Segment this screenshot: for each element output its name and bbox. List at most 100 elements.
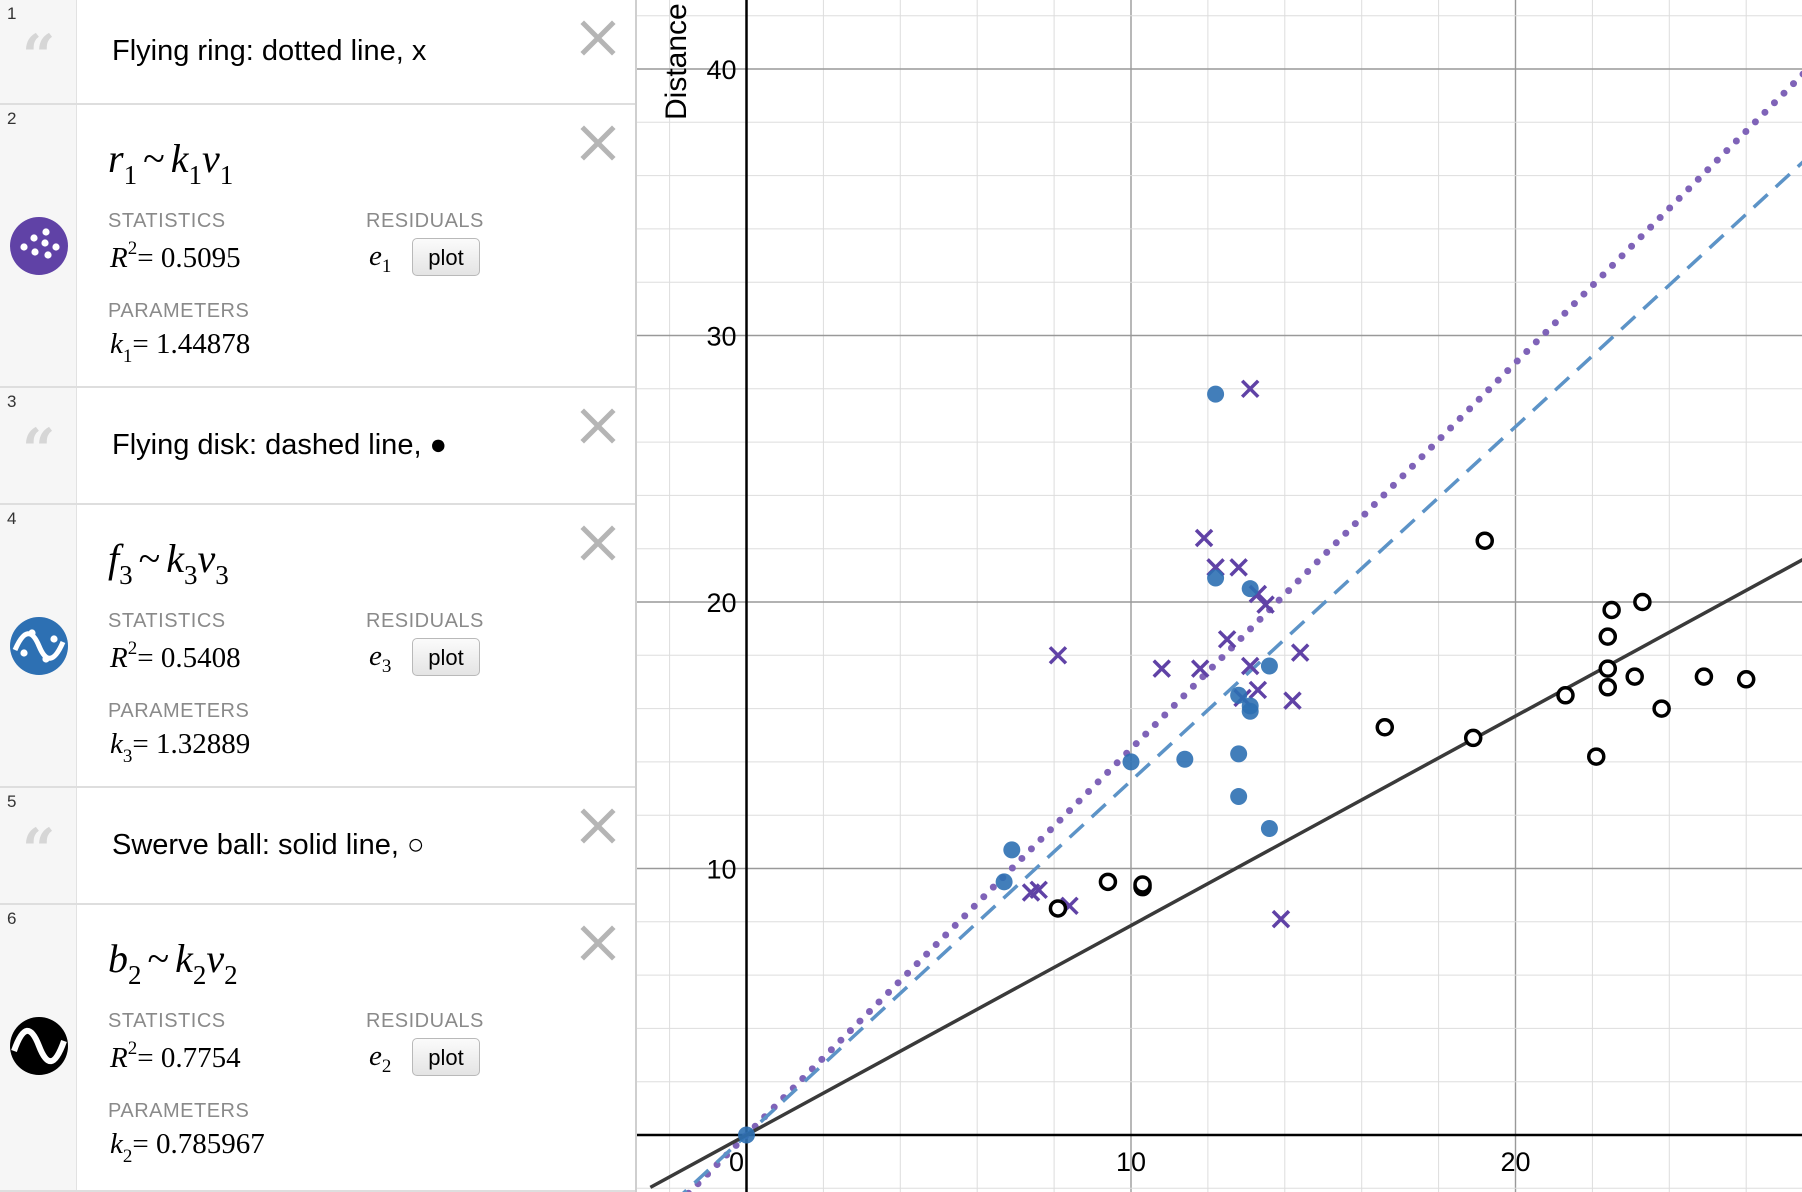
y-tick-label: 20 [706,588,736,618]
residuals-label: RESIDUALS [366,610,484,632]
plot-residuals-button[interactable]: plot [412,638,480,676]
data-point-x [1290,643,1310,662]
formula-v: v [206,936,225,981]
formula-v-sub: 3 [215,560,229,590]
y-axis-label: Distance [660,3,693,120]
data-point-open [1652,699,1671,718]
expression-row[interactable]: 2 r1 ~ k1v1 STATISTICS R2= 0.5095 RESIDUALS e1… [0,105,635,388]
data-point-open [1098,872,1118,892]
delete-icon[interactable] [576,804,620,848]
formula-k-sub: 1 [188,160,202,190]
data-point-open [1625,667,1644,686]
data-point-filled [1003,841,1021,859]
residual-variable: e1 [369,240,392,277]
expression-row[interactable]: 3 “Flying disk: dashed line, ● [0,388,635,505]
note-quote-icon: “ [22,415,56,484]
data-point-x [1048,646,1068,665]
data-point-filled [1122,753,1140,771]
data-point-x [1029,880,1048,900]
data-point-x [1194,528,1214,548]
expression-index: 1 [7,4,17,23]
expression-row[interactable]: 4 f3 ~ k3v3 STATISTICS R2= 0.5408 RESIDUALS e3… [0,505,635,788]
expression-gutter: 6 [0,905,77,1190]
graph-paper[interactable]: 0 10 20 10 20 30 40 [637,0,1802,1192]
regression-formula[interactable]: b2 ~ k2v2 [108,935,238,990]
regression-line-dashed [682,160,1802,1192]
r-squared-value: R2= 0.5095 [110,238,241,274]
parameters-label: PARAMETERS [108,1100,250,1122]
expression-index: 3 [7,392,17,411]
formula-k: k [170,136,189,181]
parameter-value: k1= 1.44878 [110,328,251,367]
data-point-filled [1207,569,1225,587]
data-point-filled [1241,697,1259,715]
formula-tilde: ~ [138,536,161,581]
data-point-x [1256,595,1275,614]
expression-index: 4 [7,509,17,528]
expression-row[interactable]: 6 b2 ~ k2v2 STATISTICS R2= 0.7754 RESIDUALS e2… [0,905,635,1192]
plot-residuals-button[interactable]: plot [412,1038,480,1076]
data-point-open [1633,592,1652,612]
delete-icon[interactable] [576,521,620,565]
data-point-filled [1230,745,1248,763]
x-tick-label: 0 [729,1147,744,1177]
delete-icon[interactable] [576,404,620,448]
scatter-dots-icon [10,217,68,275]
r-squared-value: R2= 0.5408 [110,638,241,674]
formula-lhs-sub: 1 [123,160,138,190]
formula-lhs: b [108,936,128,981]
data-point-x [1283,691,1302,710]
formula-k: k [175,936,193,981]
formula-v: v [197,536,216,581]
expression-row[interactable]: 1 “Flying ring: dotted line, x [0,0,635,105]
note-text[interactable]: Flying ring: dotted line, x [112,34,427,67]
data-point-x [1229,558,1248,577]
plot-residuals-button[interactable]: plot [412,238,480,276]
data-point-x [1152,659,1171,678]
expression-index: 2 [7,109,17,128]
data-point-filled [738,1126,755,1144]
data-point-filled [995,873,1013,891]
formula-k-sub: 2 [192,960,207,990]
note-text[interactable]: Flying disk: dashed line, ● [112,428,448,461]
data-point-open [1598,659,1618,678]
expression-gutter: 5 “ [0,788,77,903]
data-point-x [1240,656,1260,676]
formula-lhs: f [108,536,120,581]
data-point-filled [1176,750,1194,768]
expression-index: 6 [7,909,17,928]
data-point-open [1598,678,1618,697]
delete-icon[interactable] [576,16,620,60]
regression-formula[interactable]: r1 ~ k1v1 [108,135,233,190]
expression-row[interactable]: 5 “ Swerve ball: solid line, ○ [0,788,635,905]
expression-gutter: 3 “ [0,388,77,503]
wave-dots-icon [10,617,68,675]
parameters-label: PARAMETERS [108,700,250,722]
delete-icon[interactable] [576,921,620,965]
formula-lhs: r [108,136,124,181]
statistics-label: STATISTICS [108,610,226,632]
data-point-filled [1260,657,1278,675]
parameters-label: PARAMETERS [108,300,250,322]
formula-tilde: ~ [147,936,170,981]
data-point-x [1190,659,1210,678]
delete-icon[interactable] [576,121,620,165]
y-tick-label: 10 [706,855,736,885]
data-point-filled [1207,385,1225,403]
note-text[interactable]: Swerve ball: solid line, ○ [112,828,425,861]
residual-variable: e2 [369,1040,392,1077]
statistics-label: STATISTICS [108,1010,226,1032]
data-point-open [1048,899,1068,918]
regression-formula[interactable]: f3 ~ k3v3 [108,535,229,590]
data-point-open [1463,728,1483,748]
note-quote-icon: “ [22,815,56,884]
formula-v-sub: 2 [224,960,238,990]
data-point-open [1736,670,1756,689]
formula-lhs-sub: 3 [119,560,133,590]
parameter-value: k3= 1.32889 [110,728,251,767]
data-point-open [1598,627,1618,646]
formula-lhs-sub: 2 [128,960,142,990]
y-tick-label: 40 [706,55,736,85]
residuals-label: RESIDUALS [366,210,484,232]
